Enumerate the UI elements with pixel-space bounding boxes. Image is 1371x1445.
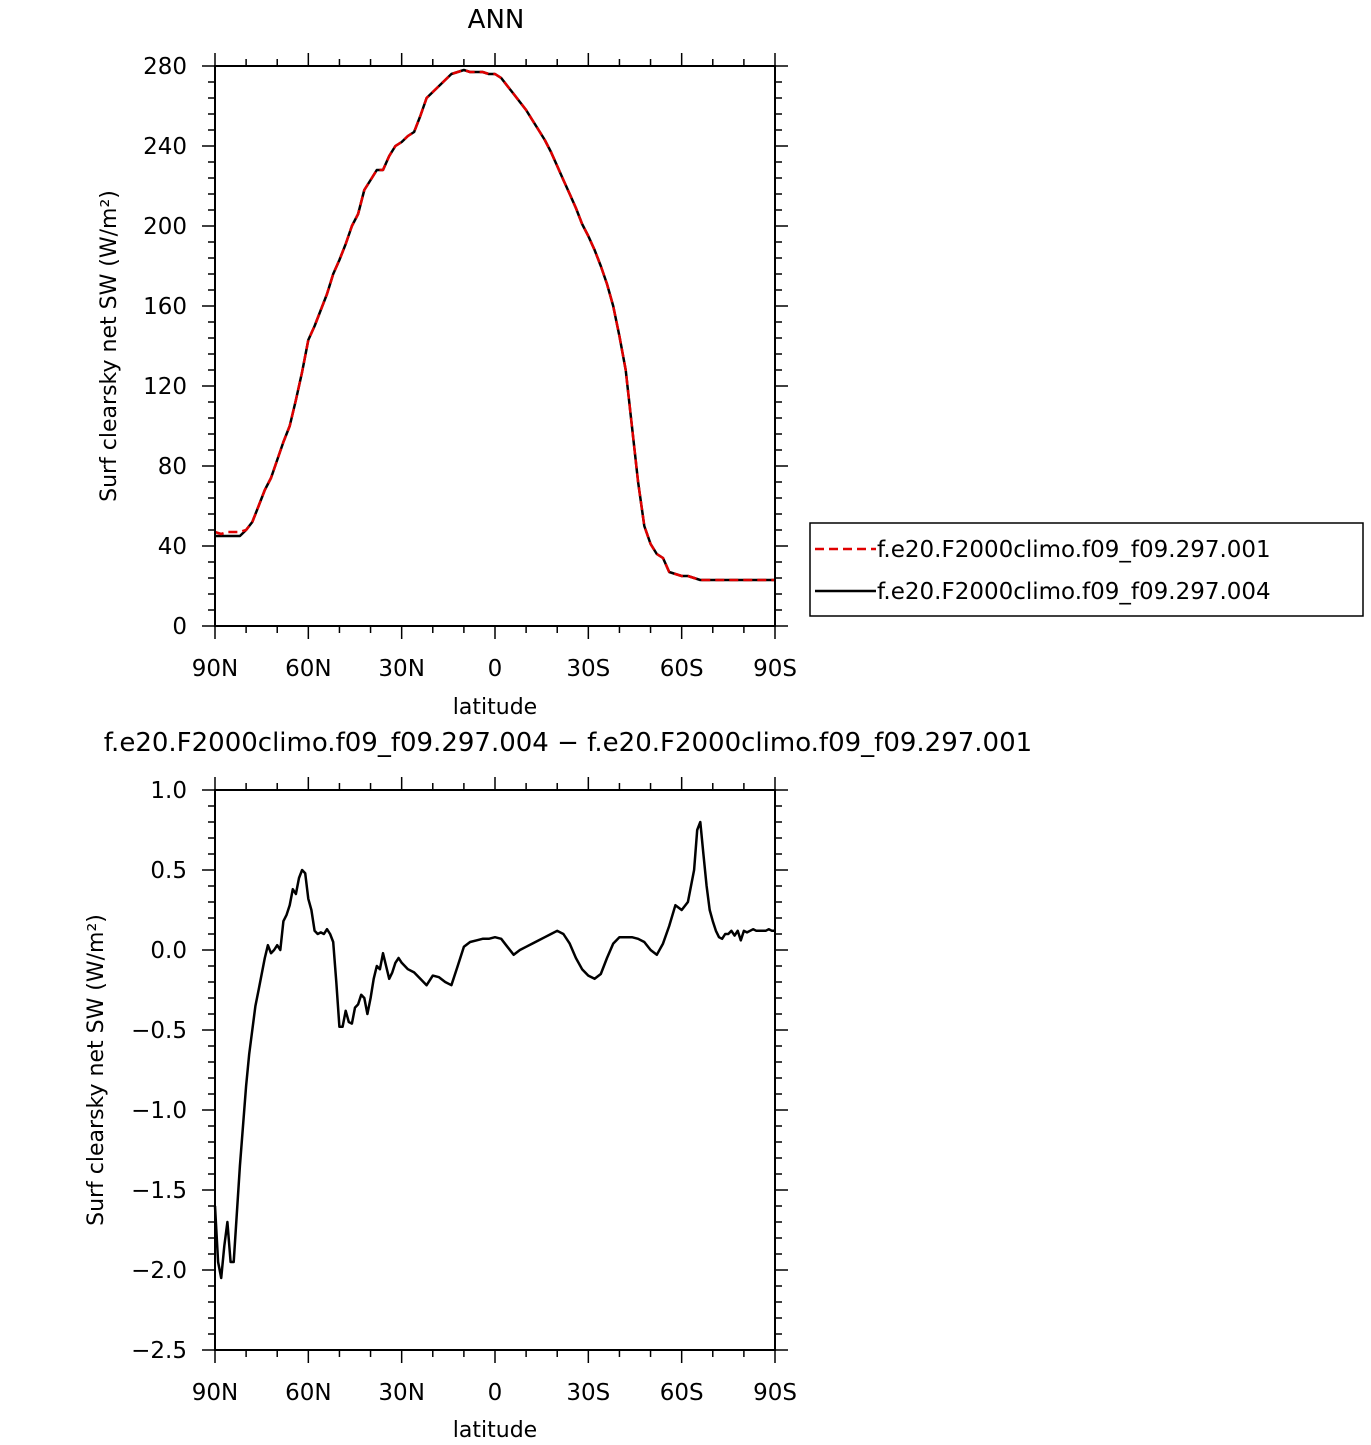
x-tick-label: 60N <box>285 1380 331 1406</box>
y-axis-label: Surf clearsky net SW (W/m²) <box>97 190 122 502</box>
x-tick-label: 90N <box>192 656 238 682</box>
series-lines <box>213 820 775 1280</box>
y-tick-label: 40 <box>158 534 187 560</box>
legend-box <box>809 522 1364 617</box>
y-tick-label: 280 <box>143 54 187 80</box>
x-axis-label: latitude <box>453 695 537 720</box>
x-tick-label: 90S <box>753 1380 797 1406</box>
y-tick-labels: 0 40 80 120 160 200 240 280 <box>143 54 187 640</box>
y-tick-label: −0.5 <box>131 1018 187 1044</box>
y-tick-label: 0.5 <box>150 858 187 884</box>
x-tick-label: 0 <box>488 656 503 682</box>
x-tick-label: 60S <box>660 1380 704 1406</box>
x-tick-label: 90S <box>753 656 797 682</box>
y-tick-label: 80 <box>158 454 187 480</box>
x-axis-label: latitude <box>453 1418 537 1443</box>
legend-label-004: f.e20.F2000climo.f09_f09.297.004 <box>877 579 1271 605</box>
chart-surf-clearsky-net-sw: ANN 0 40 80 120 160 200 240 280 90N 60N 30N 0 30S 60… <box>97 5 797 720</box>
x-tick-labels: 90N 60N 30N 0 30S 60S 90S <box>192 1380 797 1406</box>
x-tick-label: 60N <box>285 656 331 682</box>
y-tick-label: −1.5 <box>131 1178 187 1204</box>
y-tick-label: 0 <box>172 614 187 640</box>
y-tick-label: −2.5 <box>131 1338 187 1364</box>
x-tick-label: 60S <box>660 656 704 682</box>
y-tick-label: −2.0 <box>131 1258 187 1284</box>
y-tick-label: −1.0 <box>131 1098 187 1124</box>
y-tick-label: 200 <box>143 214 187 240</box>
y-tick-label: 240 <box>143 134 187 160</box>
series-line-1 <box>214 68 775 582</box>
plot-frame <box>214 65 776 627</box>
chart-title: ANN <box>468 5 525 35</box>
x-tick-label: 90N <box>192 1380 238 1406</box>
y-axis-label: Surf clearsky net SW (W/m²) <box>84 914 109 1226</box>
difference-title: f.e20.F2000climo.f09_f09.297.004 − f.e20… <box>104 728 1032 758</box>
y-tick-label: 0.0 <box>150 938 187 964</box>
x-tick-label: 30N <box>378 1380 424 1406</box>
legend: f.e20.F2000climo.f09_f09.297.001 f.e20.F… <box>809 522 1364 617</box>
chart-difference: f.e20.F2000climo.f09_f09.297.004 − f.e20… <box>84 728 1032 1443</box>
series-lines <box>214 68 775 582</box>
x-tick-label: 30S <box>566 1380 610 1406</box>
y-tick-label: 120 <box>143 374 187 400</box>
tick-marks <box>202 777 788 1363</box>
x-tick-label: 30S <box>566 656 610 682</box>
plot-frame <box>214 789 776 1351</box>
series-line-1 <box>213 820 775 1280</box>
y-tick-label: 160 <box>143 294 187 320</box>
y-tick-labels: −2.5 −2.0 −1.5 −1.0 −0.5 0.0 0.5 1.0 <box>131 778 187 1364</box>
series-line-2 <box>215 68 775 582</box>
y-tick-label: 1.0 <box>150 778 187 804</box>
tick-marks <box>202 53 788 639</box>
legend-label-001: f.e20.F2000climo.f09_f09.297.001 <box>877 537 1271 563</box>
x-tick-label: 30N <box>378 656 424 682</box>
x-tick-labels: 90N 60N 30N 0 30S 60S 90S <box>192 656 797 682</box>
x-tick-label: 0 <box>488 1380 503 1406</box>
